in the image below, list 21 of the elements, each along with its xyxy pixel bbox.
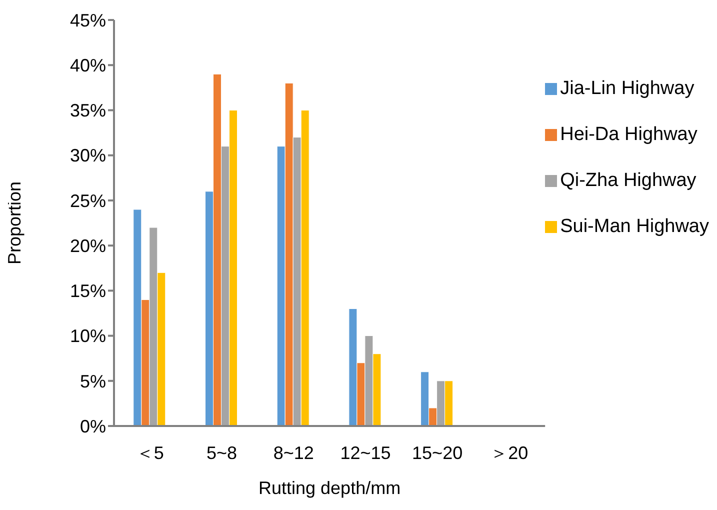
y-tick-label: 45%	[70, 10, 106, 30]
x-tick-label: ＞20	[490, 442, 528, 463]
x-tick-label: 15~20	[412, 442, 463, 463]
legend-label: Sui-Man Highway	[559, 215, 709, 239]
x-tick-label: 5~8	[206, 442, 238, 463]
y-tick-label: 30%	[70, 146, 106, 166]
x-tick-label: 12~15	[340, 442, 391, 463]
y-tick-label: 5%	[80, 371, 106, 392]
y-tick-label: 10%	[70, 326, 106, 346]
y-tick-label: 25%	[70, 190, 106, 211]
legend-label: Qi-Zha Highway	[559, 169, 698, 193]
x-axis-title: Rutting depth/mm	[258, 478, 401, 498]
y-tick-label: 35%	[70, 100, 106, 121]
x-tick-label: 8~12	[273, 442, 314, 463]
legend-label: Jia-Lin Highway	[559, 77, 696, 101]
y-tick-label: 15%	[70, 281, 106, 302]
x-tick-label: ＜5	[136, 442, 164, 463]
y-tick-label: 0%	[80, 416, 106, 436]
y-tick-label: 20%	[70, 236, 106, 256]
y-tick-label: 40%	[70, 56, 106, 76]
legend-label: Hei-Da Highway	[559, 123, 698, 147]
